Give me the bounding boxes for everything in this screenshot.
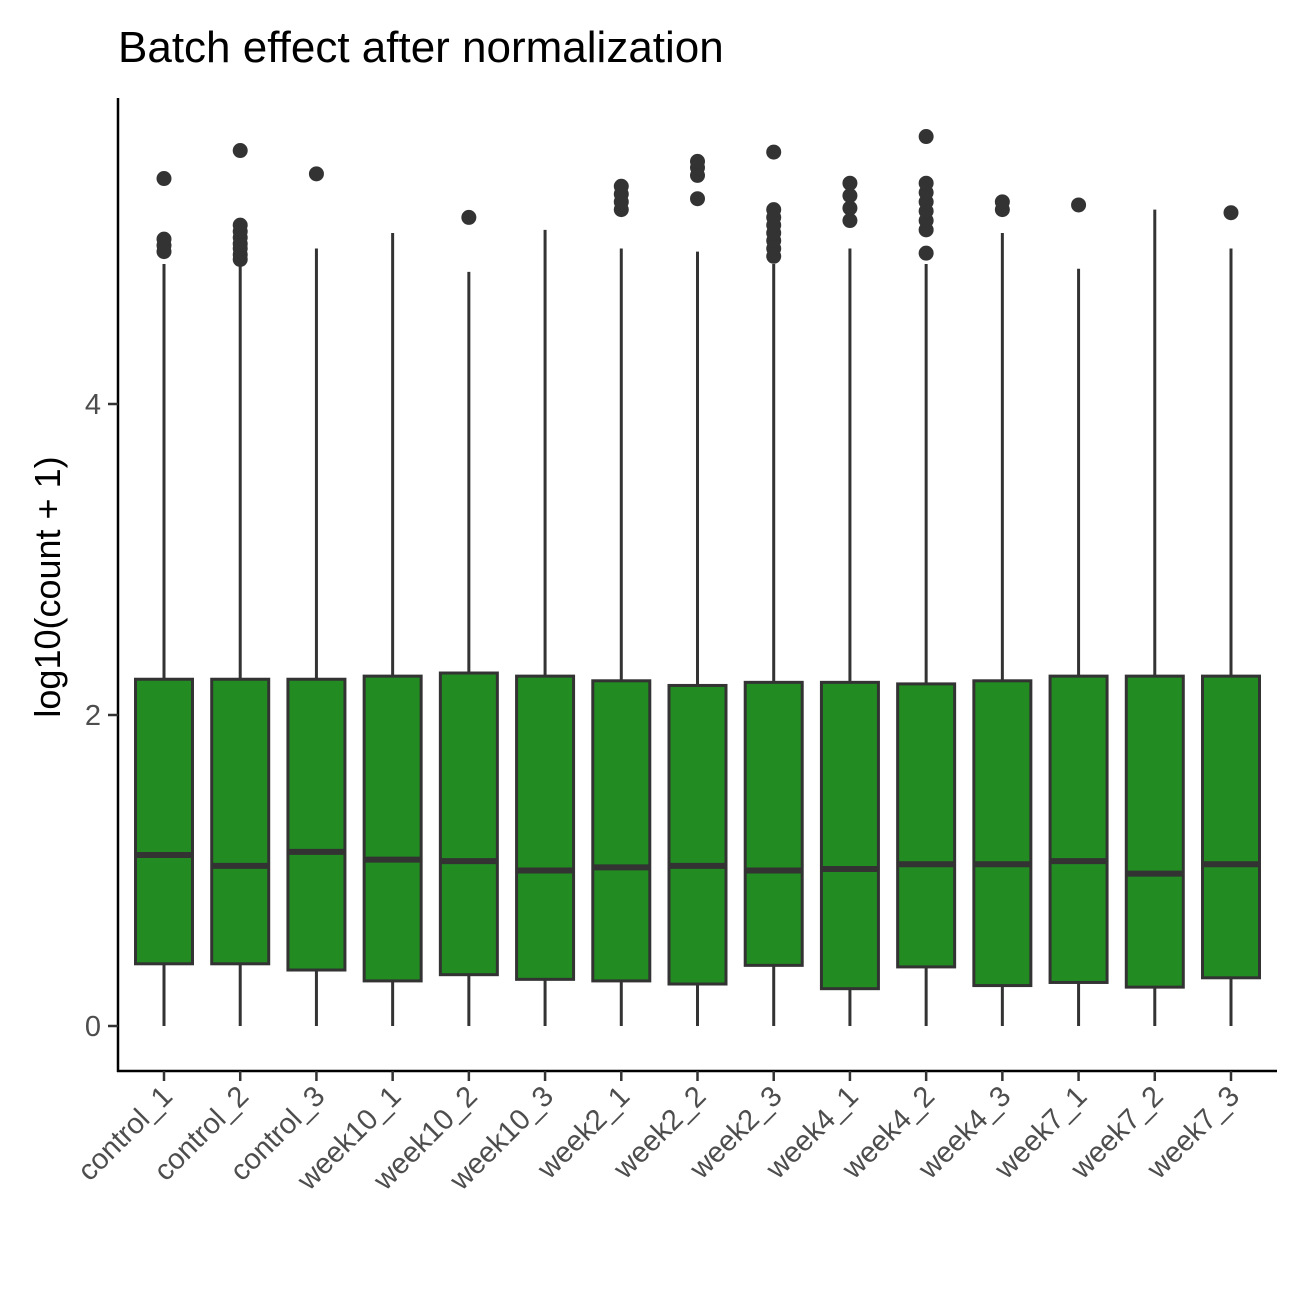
box-iqr — [515, 674, 576, 981]
box-week10_3 — [515, 229, 576, 1026]
box-week4_1 — [819, 175, 880, 1026]
outlier-point — [766, 202, 782, 218]
outlier-point — [690, 153, 705, 169]
outlier-point — [308, 166, 324, 182]
box-control_3 — [286, 166, 347, 1026]
box-control_1 — [134, 171, 194, 1026]
box-iqr — [667, 683, 728, 986]
outlier-point — [156, 171, 172, 187]
box-week7_3 — [1201, 205, 1261, 1026]
y-ticks: 0 2 4 — [85, 389, 118, 1043]
box-iqr — [1201, 674, 1261, 980]
box-iqr — [210, 677, 271, 966]
outlier-point — [232, 143, 248, 159]
box-iqr — [591, 679, 652, 983]
box-iqr — [743, 680, 804, 967]
box-iqr — [362, 674, 423, 983]
outlier-point — [766, 144, 782, 160]
box-iqr — [896, 682, 957, 969]
outlier-point — [918, 175, 934, 191]
x-ticks: control_1control_2control_3week10_1week1… — [72, 1071, 1246, 1197]
outlier-point — [613, 178, 629, 194]
box-iqr — [819, 680, 880, 991]
box-week2_3 — [743, 144, 804, 1026]
box-week10_2 — [438, 209, 499, 1026]
outlier-point — [232, 217, 248, 233]
box-iqr — [134, 677, 194, 966]
y-axis-label: log10(count + 1) — [27, 456, 68, 717]
box-iqr — [1048, 674, 1109, 984]
plot-area — [134, 129, 1261, 1026]
chart-title: Batch effect after normalization — [118, 23, 724, 72]
box-week2_2 — [667, 153, 728, 1026]
box-week4_3 — [972, 194, 1033, 1026]
outlier-point — [842, 200, 858, 216]
box-control_2 — [210, 143, 271, 1026]
box-week7_2 — [1124, 209, 1185, 1026]
y-tick-label: 0 — [85, 1011, 101, 1043]
box-iqr — [972, 679, 1033, 988]
outlier-point — [690, 191, 705, 207]
outlier-point — [156, 231, 172, 247]
outlier-point — [842, 175, 858, 191]
outlier-point — [1223, 205, 1239, 221]
outlier-point — [1071, 197, 1087, 213]
outlier-point — [994, 194, 1010, 210]
box-week4_2 — [896, 129, 957, 1026]
outlier-point — [461, 209, 477, 225]
outlier-point — [918, 245, 934, 261]
box-week10_1 — [362, 232, 423, 1026]
box-week7_1 — [1048, 197, 1109, 1026]
outlier-point — [842, 213, 858, 229]
box-iqr — [438, 671, 499, 977]
y-tick-label: 4 — [85, 389, 101, 421]
box-week2_1 — [591, 178, 652, 1026]
box-iqr — [1124, 674, 1185, 989]
outlier-point — [842, 188, 858, 204]
outlier-point — [918, 129, 934, 145]
y-tick-label: 2 — [85, 700, 101, 732]
box-iqr — [286, 677, 347, 972]
